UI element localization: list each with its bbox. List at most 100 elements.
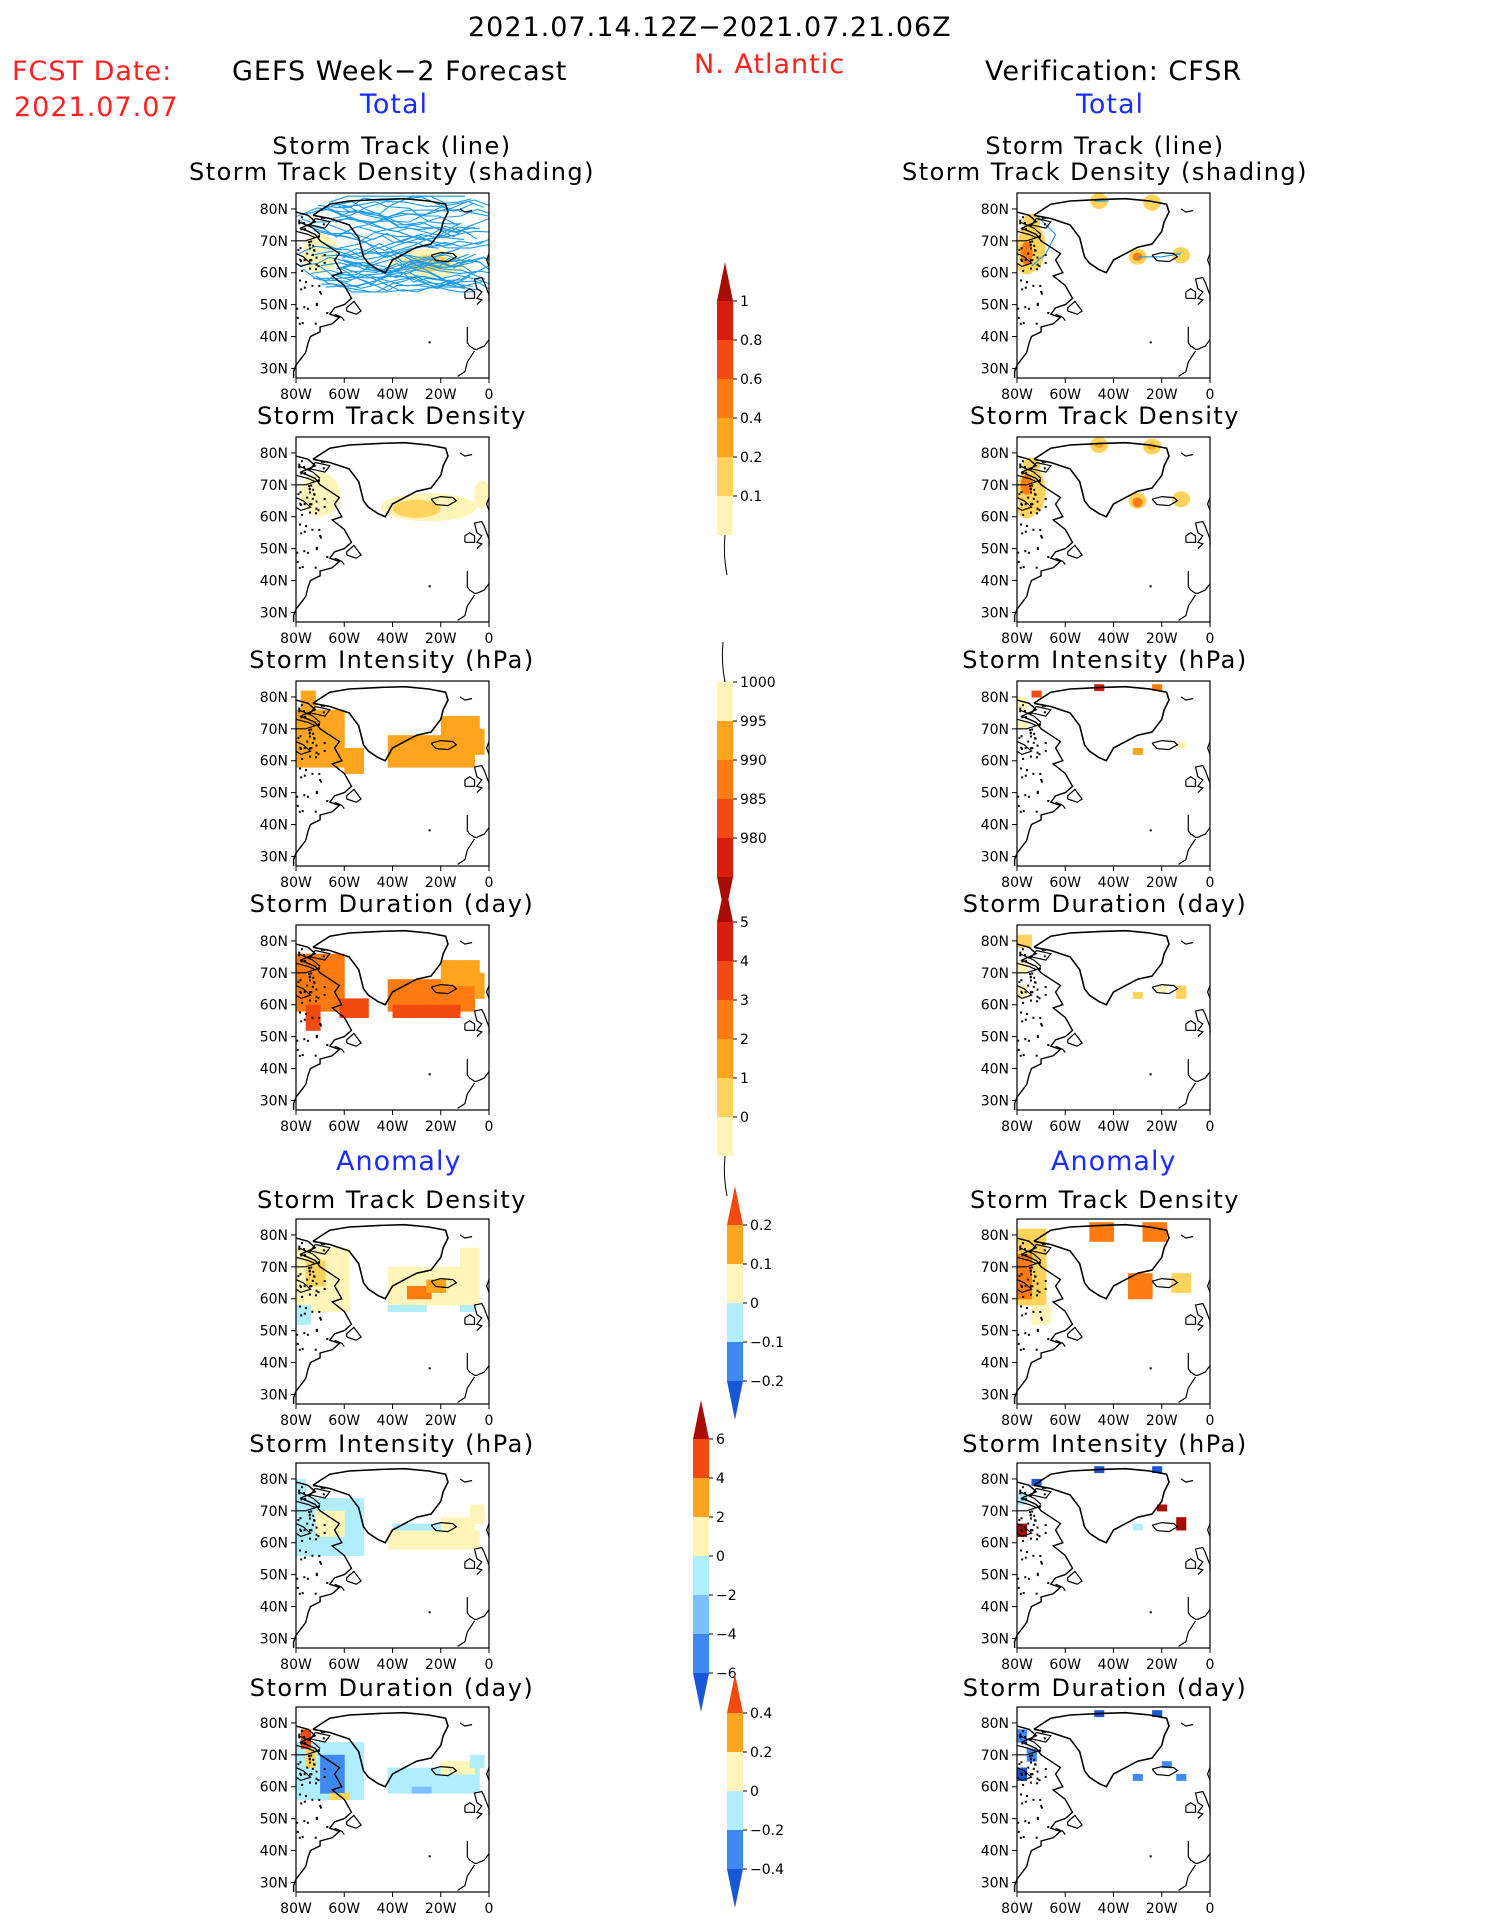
coast-fragment: [323, 1243, 326, 1246]
grid-cell: [474, 1286, 480, 1293]
colorbar-label: 990: [740, 753, 767, 769]
x-tick-label: 60W: [328, 387, 360, 403]
x-tick-label: 40W: [377, 1657, 409, 1673]
grid-cell: [387, 1298, 393, 1306]
grid-cell: [440, 1767, 447, 1775]
coastline-greenland: [312, 685, 449, 762]
grid-cell: [349, 1786, 355, 1794]
grid-cell: [305, 1536, 311, 1544]
grid-cell: [324, 1786, 331, 1794]
grid-cell: [479, 985, 485, 993]
grid-cell: [1026, 1228, 1032, 1236]
coast-fragment: [309, 1773, 312, 1776]
grid-cell: [387, 985, 393, 993]
grid-cell: [455, 1279, 461, 1287]
y-tick-label: 70N: [981, 478, 1009, 494]
grid-cell: [339, 953, 345, 961]
grid-cell: [329, 1774, 336, 1781]
grid-cell: [324, 760, 331, 768]
grid-cell: [411, 1266, 418, 1274]
grid-cell: [300, 1748, 307, 1756]
grid-cell: [411, 1004, 418, 1012]
coast-fragment: [1021, 532, 1024, 535]
grid-cell: [320, 754, 326, 762]
coastline-europe: [430, 251, 458, 263]
grid-cell: [464, 1292, 471, 1300]
y-tick-label: 60N: [981, 1780, 1009, 1796]
grid-cell: [1132, 1279, 1139, 1287]
grid-cell: [421, 760, 427, 768]
x-tick-label: 20W: [1146, 1657, 1178, 1673]
grid-cell: [440, 716, 447, 723]
grid-cell: [1021, 1530, 1028, 1537]
panel-title: Storm Intensity (hPa): [249, 1430, 535, 1458]
x-tick-label: 0: [1206, 387, 1215, 403]
grid-cell: [329, 1517, 336, 1525]
grid-cell: [402, 979, 408, 987]
colorbar-label: 5: [740, 915, 749, 931]
coast-fragment: [299, 491, 302, 494]
coast-fragment: [322, 1249, 325, 1252]
coast-fragment: [1032, 1798, 1035, 1801]
grid-cell: [455, 998, 461, 1006]
coastline-island: [346, 544, 362, 559]
coast-fragment: [1044, 1731, 1047, 1734]
coast-fragment: [1019, 1592, 1022, 1595]
grid-cell: [315, 754, 321, 762]
coast-fragment: [1044, 1524, 1047, 1527]
grid-cell: [315, 1742, 321, 1749]
left-model-title: GEFS Week−2 Forecast: [232, 56, 568, 87]
grid-cell: [1176, 992, 1182, 999]
grid-cell: [455, 1767, 461, 1775]
grid-cell: [1021, 940, 1028, 948]
coast-fragment: [299, 258, 302, 261]
coast-fragment: [1024, 503, 1027, 506]
coast-fragment: [1021, 960, 1024, 963]
grid-cell: [320, 716, 326, 723]
grid-cell: [310, 960, 316, 967]
storm-track-line: [299, 254, 467, 267]
grid-cell: [426, 1542, 432, 1550]
coast-fragment: [314, 1054, 317, 1057]
density-blob: [1020, 241, 1033, 266]
grid-cell: [320, 1298, 326, 1306]
coastline-europe: [1187, 327, 1211, 350]
coast-fragment: [301, 1592, 304, 1595]
grid-cell: [450, 1004, 456, 1012]
grid-cell: [392, 1767, 398, 1775]
coast-fragment: [1044, 749, 1047, 752]
coastline-europe: [1178, 838, 1197, 865]
grid-cell: [464, 728, 471, 736]
grid-cell: [320, 1247, 326, 1255]
grid-cell: [320, 998, 326, 1006]
grid-cell: [450, 728, 456, 736]
grid-cell: [469, 1786, 475, 1794]
grid-cell: [315, 728, 321, 736]
grid-cell: [344, 748, 350, 755]
grid-cell: [464, 1536, 471, 1544]
grid-cell: [440, 722, 447, 730]
coast-fragment: [315, 790, 318, 793]
coastline-europe: [459, 208, 473, 213]
coast-fragment: [1044, 505, 1047, 508]
coast-fragment: [311, 528, 314, 531]
grid-cell: [1142, 1234, 1148, 1242]
grid-cell: [339, 709, 345, 717]
coast-fragment: [1032, 1279, 1035, 1282]
coastline-europe: [1178, 1082, 1197, 1109]
coast-fragment: [1036, 995, 1039, 998]
grid-cell: [315, 1254, 321, 1261]
grid-cell: [1017, 985, 1023, 993]
grid-cell: [1036, 1311, 1042, 1319]
x-tick-label: 40W: [1098, 1901, 1130, 1917]
grid-cell: [1161, 985, 1168, 993]
y-tick-label: 40N: [260, 330, 288, 346]
coast-fragment: [1036, 1036, 1039, 1039]
grid-cell: [474, 1786, 480, 1794]
grid-cell: [445, 728, 451, 736]
grid-cell: [358, 1793, 364, 1800]
grid-cell: [455, 735, 461, 743]
coast-fragment: [302, 710, 305, 712]
